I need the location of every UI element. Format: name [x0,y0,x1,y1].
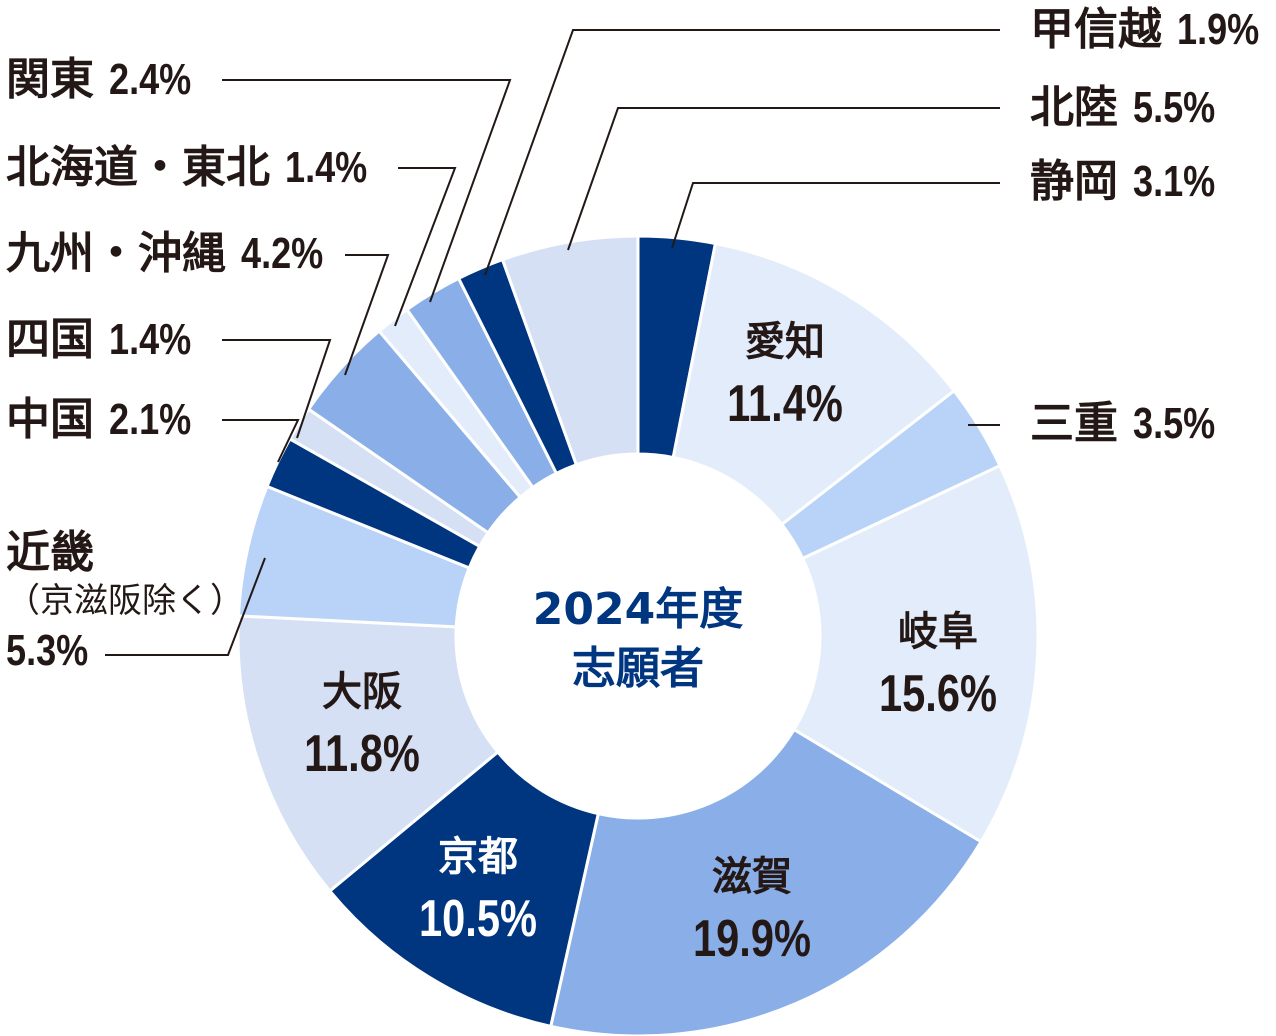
slice-14 [500,234,640,467]
leader-line-5 [394,167,457,327]
label-gifu: 岐阜 15.6% [879,609,997,723]
label-kinki: 近畿 （京滋阪除く） 5.3% [6,527,244,675]
label-shikoku: 四国 1.4% [6,314,192,365]
slice-4 [548,727,984,1036]
leader-line-0 [484,29,1000,276]
label-kyoto: 京都 10.5% [419,834,537,948]
label-shiga: 滋賀 19.9% [693,854,811,968]
leader-line-7 [222,339,332,439]
label-mie: 三重 3.5% [1030,398,1216,449]
slice-1 [671,241,957,527]
leader-line-2 [671,182,1000,249]
label-kanto: 関東 2.4% [6,54,192,105]
label-aichi: 愛知 11.4% [727,319,843,433]
slice-5 [327,749,601,1029]
slice-6 [236,614,500,894]
leader-line-4 [222,79,512,303]
leader-line-6 [344,254,390,376]
center-caption: 志願者 [572,643,704,695]
label-hokuriku: 北陸 5.5% [1030,82,1216,133]
center-year: 2024年度 [532,584,744,635]
slice-3 [792,463,1040,844]
label-kyushu-okinawa: 九州・沖縄 4.2% [6,228,324,279]
leader-line-1 [567,107,1000,251]
label-koshinetsu: 甲信越 1.9% [1030,4,1260,55]
leader-line-8 [222,419,300,463]
leader-line-9 [105,557,266,656]
label-chugoku: 中国 2.1% [6,394,192,445]
label-osaka: 大阪 11.8% [304,669,420,783]
center-label: 2024年度 志願者 [533,580,743,699]
label-shizuoka: 静岡 3.1% [1030,156,1216,207]
label-hokkaido-tohoku: 北海道・東北 1.4% [6,142,368,193]
